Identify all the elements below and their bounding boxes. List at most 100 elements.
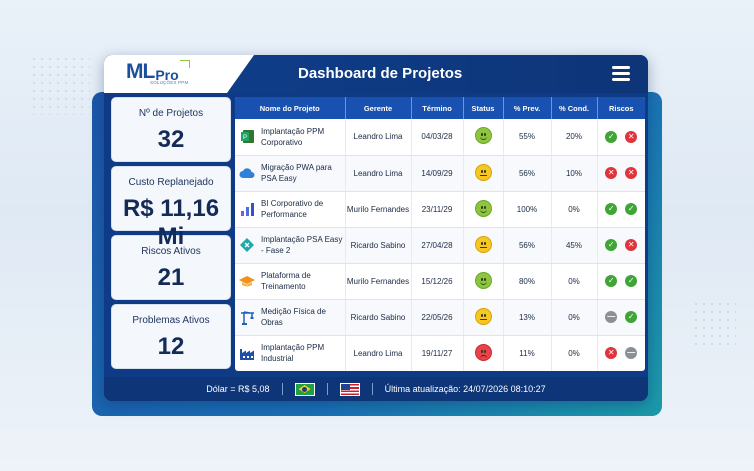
- cell-project-name: Migração PWA para PSA Easy: [235, 155, 346, 192]
- minus-circle-icon[interactable]: —: [605, 311, 618, 323]
- cell-status: [463, 299, 504, 336]
- cell-project-name: Implantação PPM Industrial: [235, 335, 346, 371]
- cell-project-name: P Implantação PPM Corporativo: [235, 119, 346, 156]
- happy-face-icon: [474, 271, 492, 289]
- project-name[interactable]: Implantação PPM Corporativo: [261, 126, 325, 147]
- cell-cond: 0%: [551, 299, 598, 336]
- x-circle-icon[interactable]: ✕: [625, 130, 638, 143]
- column-header-cond[interactable]: % Cond.: [551, 97, 598, 119]
- graduation-cap-icon: [239, 273, 255, 289]
- kpi-cards: Nº de Projetos 32 Custo Replanejado R$ 1…: [111, 97, 231, 373]
- project-name[interactable]: Migração PWA para PSA Easy: [261, 163, 332, 183]
- logo-text-pro: Pro: [155, 67, 179, 83]
- kpi-label: Riscos Ativos: [141, 246, 201, 257]
- background-dots: [30, 55, 90, 115]
- table-row[interactable]: Implantação PPM Industrial Leandro Lima 19…: [235, 335, 645, 371]
- cell-end-date: 19/11/27: [411, 335, 464, 371]
- cell-project-name: Plataforma de Treinamento: [235, 263, 346, 300]
- neutral-face-icon: [474, 307, 492, 325]
- svg-text:P: P: [242, 135, 246, 141]
- usa-flag-icon[interactable]: [339, 382, 360, 396]
- table-row[interactable]: Medição Física de Obras Ricardo Sabino 22/…: [235, 299, 645, 336]
- column-header-prev[interactable]: % Prev.: [503, 97, 552, 119]
- x-circle-icon[interactable]: ✕: [605, 167, 618, 179]
- background-dots: [692, 300, 736, 350]
- brand-logo[interactable]: ML Pro SOLUÇÕES PPM: [126, 60, 190, 85]
- check-circle-icon[interactable]: ✓: [605, 239, 618, 251]
- project-name[interactable]: Implantação PPM Industrial: [261, 343, 325, 363]
- project-name[interactable]: Medição Física de Obras: [261, 307, 326, 327]
- cell-end-date: 14/09/29: [411, 155, 464, 192]
- column-header-end[interactable]: Término: [411, 97, 464, 119]
- cell-cond: 45%: [551, 227, 598, 264]
- cell-risks: ✕ ✕: [597, 155, 645, 192]
- cell-risks: ✓ ✓: [597, 191, 645, 228]
- minus-circle-icon[interactable]: —: [625, 347, 638, 359]
- dollar-rate: Dólar = R$ 5,08: [206, 384, 270, 394]
- x-circle-icon[interactable]: ✕: [605, 347, 618, 359]
- cell-risks: ✓ ✕: [597, 227, 645, 264]
- check-circle-icon[interactable]: ✓: [625, 275, 638, 287]
- cell-prev: 11%: [503, 335, 552, 371]
- cell-project-name: BI Corporativo de Performance: [235, 191, 346, 228]
- check-circle-icon[interactable]: ✓: [625, 203, 638, 215]
- table-row[interactable]: Plataforma de Treinamento Murilo Fernande…: [235, 263, 645, 300]
- check-circle-icon[interactable]: ✓: [605, 275, 618, 287]
- kpi-value: 21: [157, 264, 185, 291]
- cell-manager: Murilo Fernandes: [345, 191, 412, 228]
- check-circle-icon[interactable]: ✓: [605, 203, 618, 215]
- cell-status: [463, 191, 504, 228]
- kpi-value: 12: [157, 333, 185, 360]
- cell-risks: ✓ ✕: [597, 119, 645, 156]
- kpi-label: Custo Replanejado: [128, 177, 214, 188]
- logo-subtitle: SOLUÇÕES PPM: [150, 80, 189, 85]
- table-row[interactable]: Migração PWA para PSA Easy Leandro Lima 14…: [235, 155, 645, 192]
- project-name[interactable]: Plataforma de Treinamento: [261, 271, 311, 291]
- diamond-icon: [239, 237, 255, 253]
- cell-risks: ✕ —: [597, 335, 645, 371]
- cell-manager: Ricardo Sabino: [345, 299, 412, 336]
- check-circle-icon[interactable]: ✓: [625, 311, 638, 323]
- cloud-icon: [239, 165, 255, 181]
- neutral-face-icon: [474, 235, 492, 253]
- x-circle-icon[interactable]: ✕: [625, 239, 638, 251]
- project-icon: P: [239, 129, 255, 145]
- footer-bar: Dólar = R$ 5,08 Última atualização: 24/0…: [104, 377, 648, 401]
- kpi-label: Problemas Ativos: [132, 315, 210, 326]
- cell-end-date: 23/11/29: [411, 191, 464, 228]
- column-header-status[interactable]: Status: [463, 97, 504, 119]
- project-name[interactable]: Implantação PSA Easy - Fase 2: [261, 235, 343, 255]
- table-row[interactable]: BI Corporativo de Performance Murilo Fern…: [235, 191, 645, 228]
- check-circle-icon[interactable]: ✓: [605, 130, 618, 143]
- neutral-face-icon: [474, 163, 492, 181]
- cell-manager: Leandro Lima: [345, 335, 412, 371]
- divider: [281, 383, 283, 395]
- cell-end-date: 22/05/26: [411, 299, 464, 336]
- kpi-card-risks: Riscos Ativos 21: [111, 235, 231, 300]
- project-name[interactable]: BI Corporativo de Performance: [261, 199, 324, 219]
- table-header-row: Nome do Projeto Gerente Término Status %…: [235, 97, 645, 119]
- column-header-manager[interactable]: Gerente: [345, 97, 412, 119]
- cell-cond: 0%: [551, 263, 598, 300]
- cell-risks: ✓ ✓: [597, 263, 645, 300]
- header-bar: ML Pro SOLUÇÕES PPM Dashboard de Projeto…: [104, 55, 648, 93]
- column-header-name[interactable]: Nome do Projeto: [235, 97, 346, 119]
- cell-end-date: 27/04/28: [411, 227, 464, 264]
- cell-cond: 20%: [551, 119, 598, 156]
- cell-manager: Murilo Fernandes: [345, 263, 412, 300]
- sad-face-icon: [474, 343, 492, 361]
- hamburger-menu-icon[interactable]: [612, 66, 630, 81]
- cell-risks: — ✓: [597, 299, 645, 336]
- bar-chart-icon: [239, 201, 255, 217]
- cell-prev: 56%: [503, 155, 552, 192]
- cell-manager: Leandro Lima: [345, 155, 412, 192]
- column-header-risks[interactable]: Riscos: [597, 97, 645, 119]
- brazil-flag-icon[interactable]: [294, 382, 315, 396]
- x-circle-icon[interactable]: ✕: [625, 167, 638, 179]
- cell-manager: Ricardo Sabino: [345, 227, 412, 264]
- cell-end-date: 15/12/26: [411, 263, 464, 300]
- table-row[interactable]: P Implantação PPM Corporativo Leandro Lima…: [235, 119, 645, 156]
- logo-arrow-icon: [180, 60, 190, 68]
- table-row[interactable]: Implantação PSA Easy - Fase 2 Ricardo Sab…: [235, 227, 645, 264]
- cell-manager: Leandro Lima: [345, 119, 412, 156]
